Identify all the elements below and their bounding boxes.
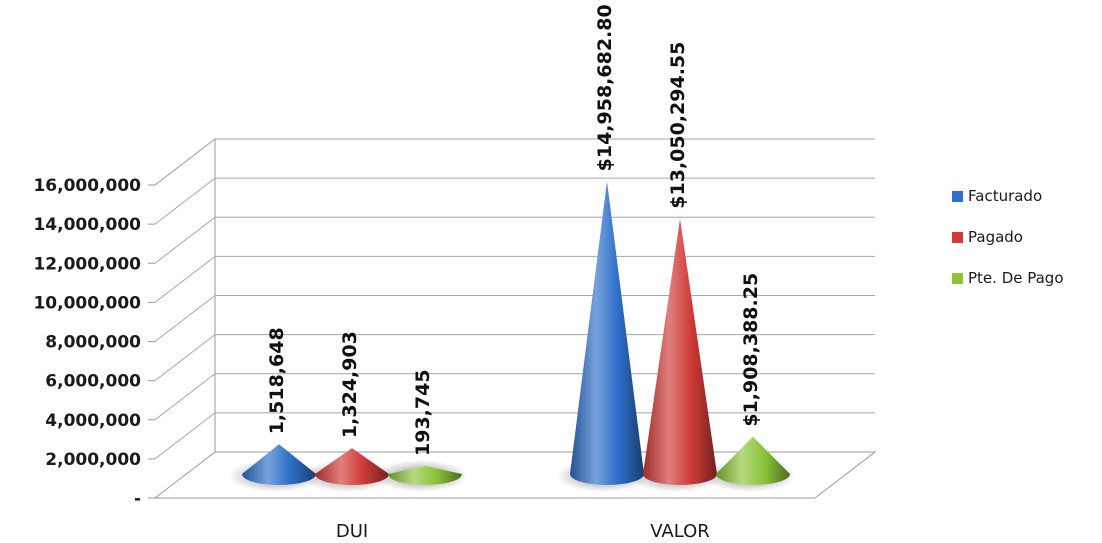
legend-swatch [952,232,963,243]
legend-label: Pagado [968,228,1023,246]
y-tick-label: 8,000,000 [45,333,141,353]
legend-label: Pte. De Pago [968,269,1064,287]
y-tick-label: 2,000,000 [45,450,141,470]
gridline [154,138,875,186]
legend-swatch [952,273,963,284]
gridline [154,295,875,342]
data-label: 1,324,903 [339,331,361,438]
chart-walls [154,137,877,499]
legend-item: Pte. De Pago [952,269,1064,287]
y-tick-label: 16,000,000 [33,176,141,196]
legend-label: Facturado [968,187,1042,205]
legend-item: Pagado [952,228,1023,246]
y-tick-label: 10,000,000 [33,293,141,313]
category-label: VALOR [650,521,710,542]
legend: Facturado Pagado Pte. De Pago [952,187,1064,287]
data-label: $14,958,682.80 [594,4,616,171]
legend-item: Facturado [952,187,1042,205]
data-label: $13,050,294.55 [667,42,689,209]
y-axis-tick-labels: - 2,000,000 4,000,000 6,000,000 8,000,000 10,… [33,176,141,509]
data-labels: 1,518,648 1,324,903 193,745 $14,958,682.80 $… [266,4,762,456]
cone-pte-de-pago-valor [716,436,790,485]
gridline [154,216,875,264]
cone-pte-de-pago-dui [388,466,462,485]
gridlines [148,138,875,499]
gridline [154,177,875,225]
y-tick-label: - [134,489,141,509]
legend-swatch [952,191,963,202]
cones [242,181,790,485]
gridline [154,255,875,303]
gridline [154,334,875,382]
data-label: 193,745 [412,369,434,456]
cone-facturado-valor [570,181,644,485]
y-tick-label: 12,000,000 [33,254,141,274]
cone-pagado-dui [315,448,389,485]
cone-pagado-valor [643,218,717,485]
data-label: 1,518,648 [266,327,288,434]
category-label: DUI [336,521,368,542]
data-label: $1,908,388.25 [740,273,762,427]
y-tick-label: 6,000,000 [45,372,141,392]
gridline [154,373,875,421]
y-tick-label: 4,000,000 [45,411,141,431]
y-tick-label: 14,000,000 [33,215,141,235]
category-labels: DUI VALOR [336,521,710,542]
cone-facturado-dui [242,444,316,485]
